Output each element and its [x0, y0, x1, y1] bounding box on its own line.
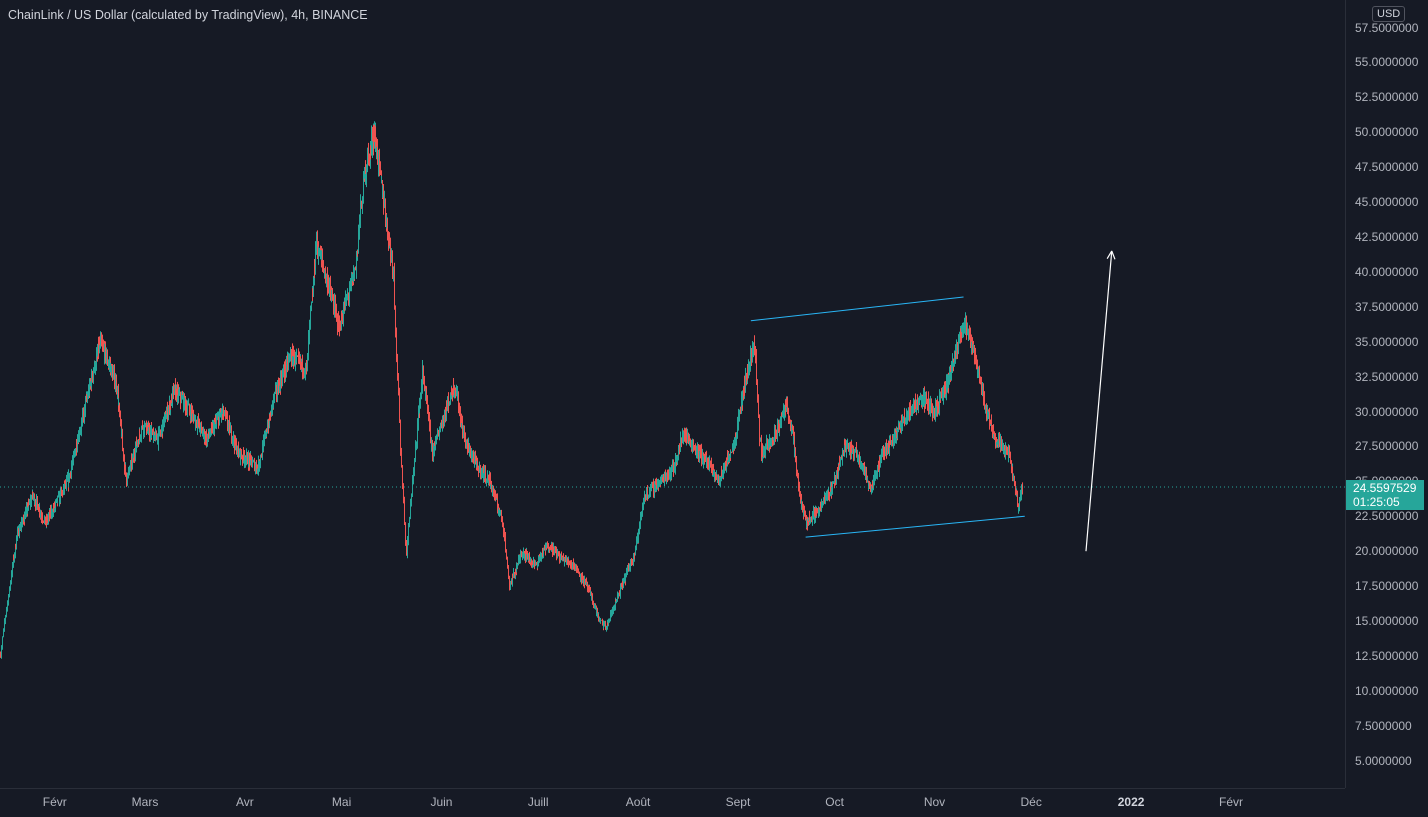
time-axis[interactable]: [0, 788, 1345, 817]
last-price-tag: 24.5597529 01:25:05: [1346, 480, 1424, 510]
price-tick-label: 7.5000000: [1355, 718, 1412, 733]
time-tick-label: Févr: [1218, 795, 1243, 809]
price-tick-label: 40.0000000: [1355, 264, 1419, 279]
time-tick-label: Mars: [131, 795, 159, 809]
arrow-head: [1106, 250, 1113, 259]
time-tick-label: Juin: [430, 795, 453, 809]
time-tick-label: Août: [625, 795, 651, 809]
price-axis[interactable]: [1345, 0, 1428, 788]
currency-button[interactable]: USD: [1372, 6, 1406, 22]
time-tick-label: Sept: [725, 795, 751, 809]
trendline-drawing[interactable]: [805, 515, 1025, 538]
price-tick-label: 20.0000000: [1355, 544, 1419, 559]
price-tick-label: 5.0000000: [1355, 753, 1412, 768]
price-tick-label: 55.0000000: [1355, 55, 1419, 70]
price-tick-label: 47.5000000: [1355, 160, 1419, 175]
price-tick-label: 32.5000000: [1355, 369, 1419, 384]
time-tick-label: Nov: [923, 795, 946, 809]
time-tick-label: Avr: [236, 795, 254, 809]
price-tick-label: 35.0000000: [1355, 334, 1419, 349]
price-tick-label: 45.0000000: [1355, 195, 1419, 210]
time-tick-label: Déc: [1020, 795, 1042, 809]
price-tick-label: 27.5000000: [1355, 439, 1419, 454]
time-tick-label: Juill: [527, 795, 549, 809]
time-tick-label: Févr: [42, 795, 67, 809]
price-tick-label: 37.5000000: [1355, 299, 1419, 314]
price-chart[interactable]: [0, 0, 1345, 788]
arrow-head: [1111, 250, 1116, 260]
bar-countdown: 01:25:05: [1353, 495, 1400, 509]
time-tick-label: Oct: [825, 795, 844, 809]
price-tick-label: 17.5000000: [1355, 579, 1419, 594]
time-tick-label: 2022: [1117, 795, 1145, 809]
chart-title: ChainLink / US Dollar (calculated by Tra…: [8, 8, 368, 22]
drawings-group: [750, 250, 1116, 552]
price-tick-label: 12.5000000: [1355, 648, 1419, 663]
price-tick-label: 52.5000000: [1355, 90, 1419, 105]
price-tick-label: 50.0000000: [1355, 125, 1419, 140]
last-price-value: 24.5597529: [1353, 481, 1417, 495]
arrow-drawing[interactable]: [1085, 250, 1113, 552]
candles-group: [0, 121, 1023, 659]
price-tick-label: 22.5000000: [1355, 509, 1419, 524]
price-tick-label: 10.0000000: [1355, 683, 1419, 698]
price-tick-label: 42.5000000: [1355, 229, 1419, 244]
price-tick-label: 30.0000000: [1355, 404, 1419, 419]
price-tick-label: 57.5000000: [1355, 20, 1419, 35]
price-tick-label: 15.0000000: [1355, 613, 1419, 628]
time-tick-label: Mai: [331, 795, 352, 809]
trendline-drawing[interactable]: [750, 296, 964, 322]
